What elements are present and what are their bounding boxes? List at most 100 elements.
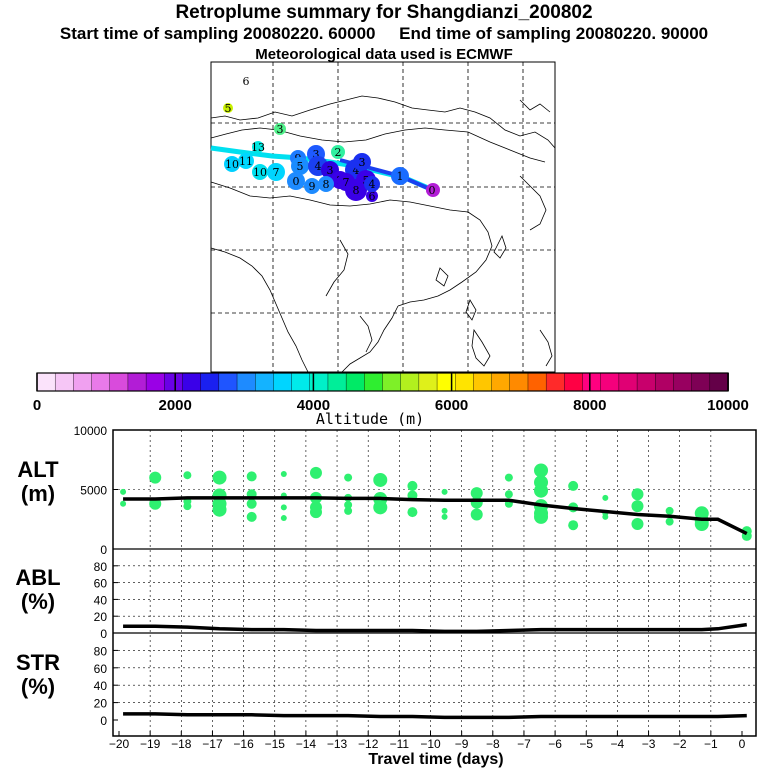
series-line bbox=[123, 622, 748, 634]
start-time: Start time of sampling 20080220. 60000 bbox=[59, 24, 376, 43]
colorbar-cell bbox=[255, 372, 275, 392]
colorbar-cell bbox=[527, 372, 547, 392]
colorbar-cell bbox=[564, 372, 584, 392]
alt-scatter-point bbox=[470, 508, 483, 521]
alt-scatter-point bbox=[183, 502, 192, 511]
colorbar-cell bbox=[400, 372, 420, 392]
alt-scatter-point bbox=[568, 480, 579, 491]
plume-marker bbox=[426, 184, 438, 196]
colorbar-tick-label: 4000 bbox=[297, 397, 330, 414]
x-axis-label: Travel time (days) bbox=[368, 751, 503, 768]
plume-marker-label: 3 bbox=[277, 123, 284, 136]
colorbar-cell bbox=[636, 372, 657, 392]
colorbar-cell bbox=[345, 372, 366, 392]
plume-map: 65313231110971054343211098785640 bbox=[210, 61, 556, 373]
plume-marker-label: 7 bbox=[273, 166, 280, 179]
x-tick-label: −13 bbox=[327, 737, 348, 751]
alt-scatter-point bbox=[568, 520, 579, 531]
colorbar-cell bbox=[491, 372, 511, 392]
plume-marker-label: 3 bbox=[327, 164, 334, 177]
colorbar-cell bbox=[382, 372, 402, 392]
alt-scatter-point bbox=[631, 518, 644, 531]
colorbar-cell bbox=[273, 372, 293, 392]
y-tick-label: 40 bbox=[94, 679, 108, 693]
y-tick-label: 10000 bbox=[74, 424, 108, 438]
x-tick-label: 0 bbox=[739, 737, 746, 751]
alt-scatter-point bbox=[246, 498, 257, 509]
alt-scatter-point bbox=[149, 471, 162, 484]
alt-scatter-point bbox=[212, 502, 227, 517]
colorbar-cell bbox=[418, 372, 438, 392]
colorbar-cell bbox=[127, 372, 147, 392]
alt-scatter-point bbox=[280, 471, 287, 478]
colorbar-cell bbox=[36, 372, 56, 392]
plume-marker bbox=[331, 145, 345, 159]
plume-marker-label: 9 bbox=[309, 180, 316, 193]
alt-scatter-point bbox=[407, 480, 418, 491]
vertical-gridlines bbox=[149, 430, 712, 736]
plume-marker bbox=[364, 176, 380, 192]
plume-marker-label: 8 bbox=[323, 178, 330, 191]
alt-scatter-point bbox=[212, 470, 227, 485]
y-tick-label: 80 bbox=[94, 644, 108, 658]
colorbar-title: Altitude (m) bbox=[316, 410, 424, 428]
alt-scatter-point bbox=[504, 490, 513, 499]
colorbar-cell bbox=[73, 372, 93, 392]
alt-scatter-point bbox=[120, 500, 127, 507]
plume-marker-label: 0 bbox=[429, 184, 436, 197]
colorbar-cell bbox=[691, 372, 711, 392]
x-tick-label: −3 bbox=[642, 737, 656, 751]
coastlines bbox=[210, 95, 556, 373]
alt-panel: 0 5000 10000 bbox=[74, 424, 756, 557]
alt-scatter-point bbox=[373, 472, 388, 487]
plume-marker bbox=[287, 172, 305, 190]
alt-scatter-point bbox=[504, 473, 513, 482]
plume-markers: 65313231110971054343211098785640 bbox=[223, 75, 440, 203]
sampling-times: Start time of sampling 20080220. 60000 E… bbox=[0, 24, 768, 44]
plume-marker bbox=[353, 153, 371, 171]
colorbar-cell bbox=[545, 372, 566, 392]
y-tick-label: 60 bbox=[94, 662, 108, 676]
colorbar-cell bbox=[364, 372, 384, 392]
plume-marker bbox=[267, 163, 285, 181]
alt-scatter-point bbox=[534, 463, 549, 478]
plume-marker bbox=[391, 167, 409, 185]
plume-marker-label: 10 bbox=[225, 158, 239, 171]
y-tick-label: 5000 bbox=[80, 484, 107, 498]
plume-marker-label: 7 bbox=[343, 176, 350, 189]
plume-marker bbox=[224, 156, 240, 172]
alt-scatter-point bbox=[631, 488, 644, 501]
abl-label: ABL bbox=[15, 565, 60, 590]
plume-marker-label: 2 bbox=[335, 146, 342, 159]
alt-scatter-point bbox=[665, 517, 674, 526]
x-tick-label: −11 bbox=[390, 737, 410, 751]
plume-marker-label: 10 bbox=[253, 166, 267, 179]
colorbar-cell bbox=[309, 372, 329, 392]
y-tick-label: 0 bbox=[100, 714, 107, 728]
alt-scatter-point bbox=[534, 483, 549, 498]
altitude-colorbar: 0 2000 4000 6000 8000 10000 Altitude (m) bbox=[33, 372, 749, 428]
alt-scatter-point bbox=[309, 506, 322, 519]
end-time: End time of sampling 20080220. 90000 bbox=[399, 24, 709, 43]
alt-scatter-point bbox=[120, 488, 127, 495]
colorbar-cell bbox=[182, 372, 202, 392]
y-tick-label: 20 bbox=[94, 697, 108, 711]
colorbar-cell bbox=[109, 372, 129, 392]
colorbar-cell bbox=[655, 372, 675, 392]
alt-scatter-point bbox=[246, 471, 257, 482]
x-tick-label: −15 bbox=[265, 737, 286, 751]
alt-scatter-point bbox=[631, 500, 644, 513]
alt-scatter-point bbox=[665, 506, 674, 515]
colorbar-cell bbox=[436, 372, 457, 392]
alt-scatter-point bbox=[344, 473, 353, 482]
plume-marker-label: 4 bbox=[353, 164, 360, 177]
plume-marker bbox=[318, 176, 334, 192]
y-tick-label: 0 bbox=[100, 627, 107, 641]
colorbar-cell bbox=[473, 372, 493, 392]
colorbar-tick-label: 6000 bbox=[435, 397, 468, 414]
plume-marker-label: 6 bbox=[369, 190, 376, 203]
colorbar-tick-label: 8000 bbox=[573, 397, 606, 414]
x-tick-label: −1 bbox=[704, 737, 718, 751]
